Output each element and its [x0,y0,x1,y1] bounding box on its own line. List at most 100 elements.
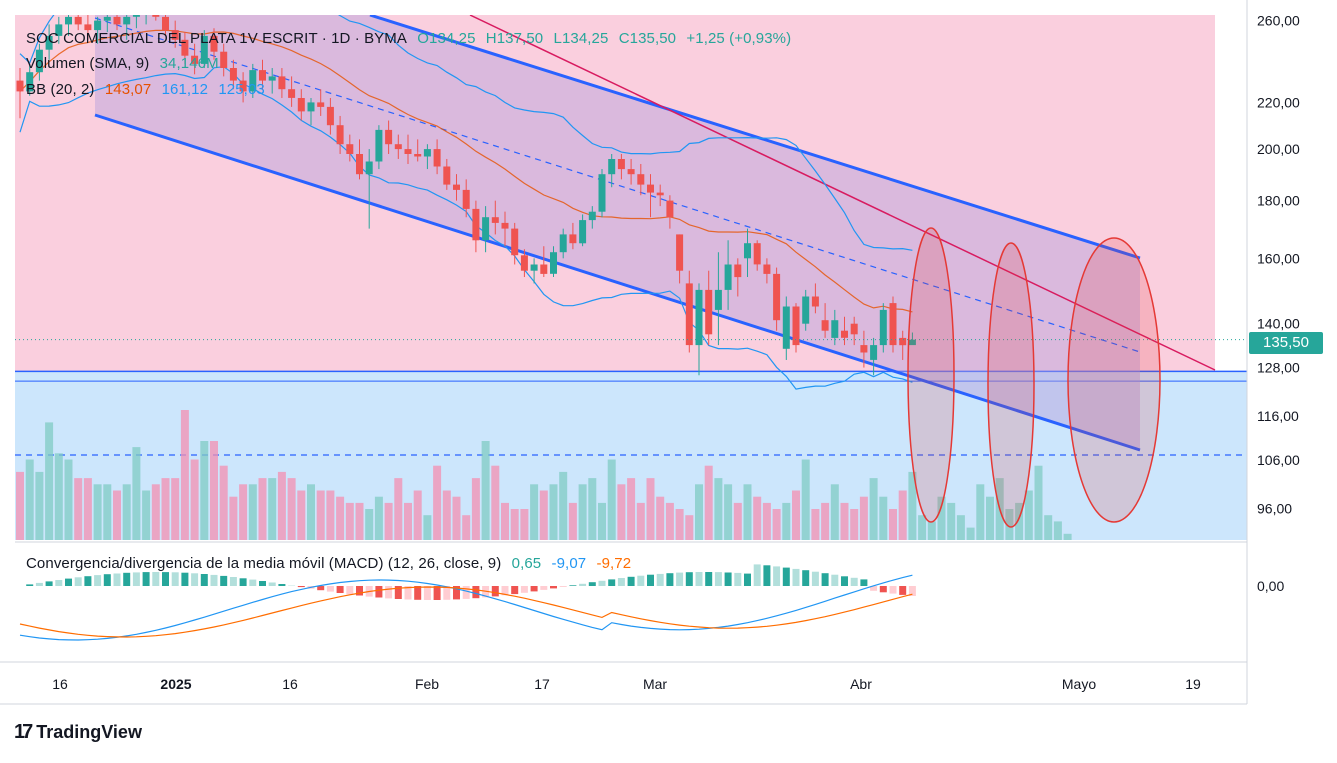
macd-hist-bar [608,579,615,586]
candle-body [734,265,741,278]
volume-bar [288,478,296,540]
volume-bar [792,491,800,541]
volume-bar [579,484,587,540]
volume-bar [210,441,218,540]
price-tick-label: 106,00 [1257,452,1300,468]
macd-hist-bar [337,586,344,593]
volume-bar [685,515,693,540]
macd-hist-bar [26,584,33,586]
candle-body [75,17,82,25]
candle-body [715,290,722,310]
volume-bar [617,484,625,540]
candle-body [589,212,596,220]
candle [880,303,887,352]
volume-bar [385,503,393,540]
highlight-ellipse [908,228,954,522]
macd-hist-bar [181,573,188,586]
volume-bar [200,441,208,540]
volume-bar [986,497,994,540]
volume-bar [870,478,878,540]
candle-body [327,107,334,125]
candle-body [550,252,557,274]
macd-hist-bar [560,586,567,587]
volume-bar [365,509,373,540]
volume-bar [879,497,887,540]
macd-legend: Convergencia/divergencia de la media móv… [26,555,637,572]
macd-hist-bar [812,572,819,586]
candle-body [317,102,324,107]
volume-bar [598,503,606,540]
bb-lower-value: 125,03 [218,81,264,98]
volume-bar [559,472,567,540]
macd-hist-bar [802,570,809,586]
candle-body [676,234,683,270]
macd-hist-bar [84,576,91,586]
macd-hist-bar [860,579,867,586]
candle-body [502,223,509,229]
macd-hist-bar [298,586,305,587]
volume-bar [637,503,645,540]
volume-bar [860,497,868,540]
time-tick-label: 16 [282,676,298,692]
volume-bar [94,484,102,540]
tradingview-wordmark: TradingView [36,722,142,743]
candle-body [17,81,24,92]
macd-hist-bar [715,572,722,586]
macd-hist-bar [424,586,431,600]
candle-body [278,76,285,89]
price-tick-label: 220,00 [1257,94,1300,110]
macd-hist-value: 0,65 [512,555,542,572]
candle-body [744,243,751,258]
macd-hist-bar [754,564,761,586]
volume-bar [375,497,383,540]
macd-hist-bar [793,569,800,586]
macd-hist-bar [230,577,237,586]
candle-body [356,154,363,174]
candle-body [346,144,353,154]
macd-hist-bar [414,586,421,600]
macd-label: Convergencia/divergencia de la media móv… [26,555,501,572]
low-value: L134,25 [554,30,609,47]
macd-hist-bar [841,576,848,586]
macd-tick-label: 0,00 [1257,578,1284,594]
volume-bar [113,491,121,541]
volume-bar [666,503,674,540]
volume-bar [443,491,451,541]
bb-label: BB (20, 2) [26,81,95,98]
macd-hist-bar [114,574,121,587]
volume-bar [841,503,849,540]
candle-body [492,217,499,223]
volume-bar [239,484,247,540]
volume-bar [676,509,684,540]
macd-hist-bar [220,576,227,586]
volume-bar [259,478,267,540]
volume-bar [433,466,441,540]
volume-bar [317,491,325,541]
candle-body [65,17,72,25]
candle-body [763,265,770,274]
time-tick-label: Abr [850,676,872,692]
volume-bar [957,515,965,540]
macd-hist-bar [569,585,576,586]
volume-bar [220,466,228,540]
price-tick-label: 128,00 [1257,360,1300,376]
candle-body [453,185,460,190]
volume-bar [423,515,431,540]
candle-body [269,76,276,80]
candle-body [851,324,858,335]
tradingview-logo[interactable]: 17 TradingView [14,721,142,744]
volume-bar [773,509,781,540]
macd-hist-bar [618,578,625,586]
macd-hist-bar [36,583,43,586]
volume-bar [656,497,664,540]
macd-hist-bar [521,586,528,593]
volume-bar [132,447,140,540]
volume-bar [491,466,499,540]
candle [890,296,897,352]
volume-bar [103,484,111,540]
macd-hist-bar [463,586,470,599]
volume-bar [520,509,528,540]
candle-body [443,167,450,185]
